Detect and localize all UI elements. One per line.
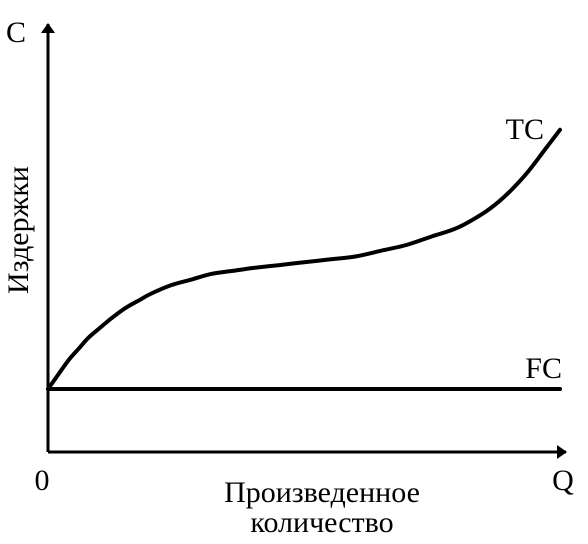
x-axis-label-line-1: Произведенное bbox=[224, 476, 420, 509]
y-axis-label: Издержки bbox=[2, 166, 35, 294]
axes bbox=[41, 23, 567, 459]
x-axis-label-line-2: количество bbox=[250, 506, 393, 539]
series-tc-label: TC bbox=[506, 113, 544, 146]
x-axis-symbol: Q bbox=[552, 464, 574, 497]
series-layer bbox=[46, 127, 562, 391]
origin-label: 0 bbox=[35, 464, 50, 497]
series-tc-curve bbox=[46, 127, 562, 391]
series-fc-label: FC bbox=[525, 352, 562, 385]
series-label-layer: TC FC bbox=[506, 113, 562, 385]
y-axis-symbol: C bbox=[6, 16, 26, 49]
